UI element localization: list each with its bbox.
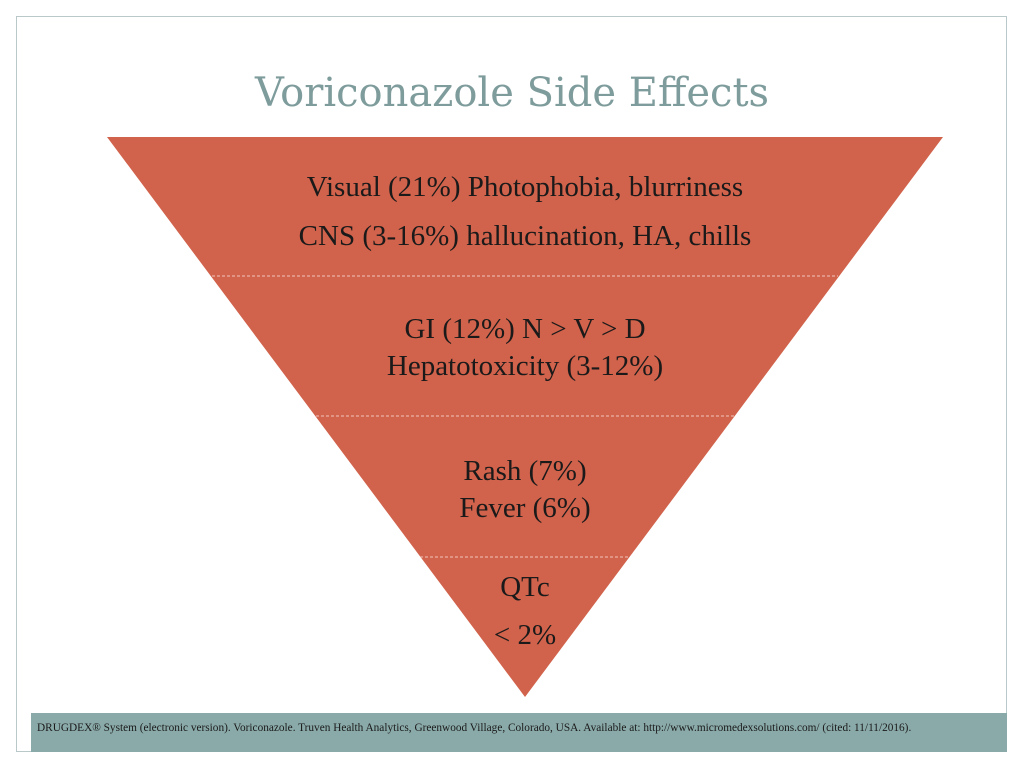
slide-title: Voriconazole Side Effects bbox=[254, 70, 770, 116]
tier-2-line-2: Hepatotoxicity (3-12%) bbox=[386, 350, 664, 382]
tier-2-line-1: GI (12%) N > V > D bbox=[404, 313, 646, 345]
tier-4-line-2: < 2% bbox=[493, 619, 557, 651]
tier-3-line-2: Fever (6%) bbox=[459, 492, 591, 524]
tier-1-line-1: Visual (21%) Photophobia, blurriness bbox=[306, 171, 744, 203]
tier-1-text: Visual (21%) Photophobia, blurriness CNS… bbox=[225, 163, 825, 261]
citation-text: DRUGDEX® System (electronic version). Vo… bbox=[37, 722, 912, 734]
pyramid-shape bbox=[107, 137, 943, 697]
tier-2-text: GI (12%) N > V > D Hepatotoxicity (3-12%… bbox=[325, 311, 725, 385]
tier-3-line-1: Rash (7%) bbox=[463, 455, 587, 487]
tier-1-line-2: CNS (3-16%) hallucination, HA, chills bbox=[298, 220, 752, 252]
tier-3-text: Rash (7%) Fever (6%) bbox=[375, 453, 675, 527]
citation-footer: DRUGDEX® System (electronic version). Vo… bbox=[31, 713, 1007, 752]
tier-4-line-1: QTc bbox=[500, 571, 550, 603]
tier-4-text: QTc < 2% bbox=[425, 563, 625, 659]
